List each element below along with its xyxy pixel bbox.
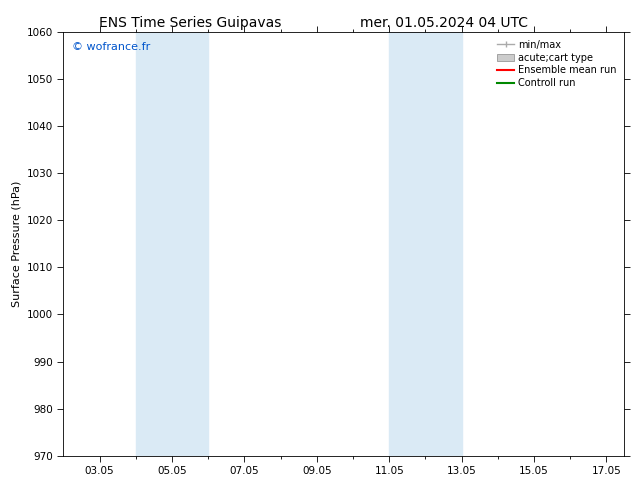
Text: mer. 01.05.2024 04 UTC: mer. 01.05.2024 04 UTC — [360, 16, 527, 30]
Y-axis label: Surface Pressure (hPa): Surface Pressure (hPa) — [11, 181, 21, 307]
Bar — [136, 32, 208, 456]
Legend: min/max, acute;cart type, Ensemble mean run, Controll run: min/max, acute;cart type, Ensemble mean … — [494, 37, 619, 91]
Text: © wofrance.fr: © wofrance.fr — [72, 43, 150, 52]
Text: ENS Time Series Guipavas: ENS Time Series Guipavas — [99, 16, 281, 30]
Bar — [389, 32, 462, 456]
